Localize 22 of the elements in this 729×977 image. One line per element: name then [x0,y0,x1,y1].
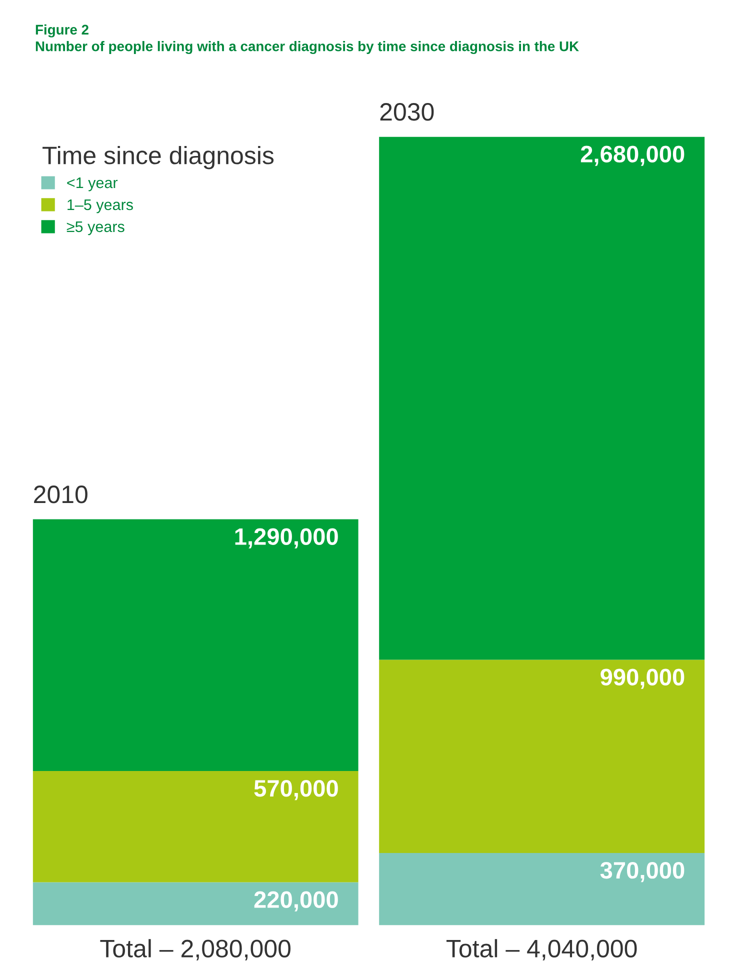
chart-subtitle: Number of people living with a cancer diagnosis by time since diagnosis in the UK [36,41,579,54]
bar [32,771,358,882]
data-label: 220,000 [254,891,338,912]
bar [379,660,705,854]
annotation: Total – 4,040,000 [446,939,637,960]
legend-label: 1–5 years [68,199,133,214]
bar [32,882,358,926]
data-label: 990,000 [600,668,684,689]
legend-title: Time since diagnosis [42,146,274,170]
data-label: 2,680,000 [580,146,684,166]
annotation: Total – 2,080,000 [100,939,290,960]
x-tick-label: 2010 [34,486,88,504]
bar [32,519,358,772]
bar [379,853,705,926]
bar [379,136,705,660]
data-label: 1,290,000 [235,528,338,548]
chart-title: Figure 2 [36,24,88,38]
data-label: 370,000 [600,862,684,882]
legend-label: <1 year [67,178,118,192]
legend-label: ≥5 years [66,221,124,236]
data-label: 570,000 [254,780,338,800]
x-tick-label: 2030 [380,103,434,121]
